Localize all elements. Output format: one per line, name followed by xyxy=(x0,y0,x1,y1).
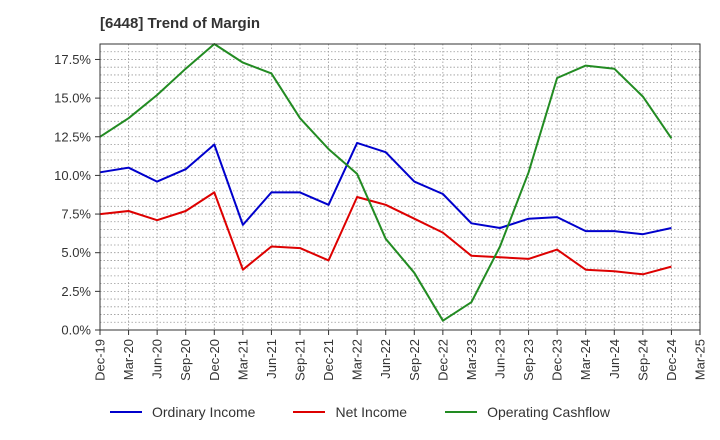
x-tick-label: Jun-24 xyxy=(607,339,622,379)
legend-swatch-net-income xyxy=(293,411,326,413)
x-tick-label: Sep-21 xyxy=(293,339,308,381)
legend-item-operating-cashflow: Operating Cashflow xyxy=(445,404,610,420)
y-tick-label: 10.0% xyxy=(54,168,91,183)
series-line-net-income xyxy=(99,191,672,276)
legend-swatch-operating-cashflow xyxy=(445,411,478,413)
y-tick-label: 17.5% xyxy=(54,52,91,67)
y-tick-label: 7.5% xyxy=(61,207,91,222)
legend-label-ordinary-income: Ordinary Income xyxy=(151,404,256,420)
legend-item-ordinary-income: Ordinary Income xyxy=(109,404,256,420)
legend: Ordinary Income Net Income Operating Cas… xyxy=(0,404,720,420)
y-tick-label: 15.0% xyxy=(54,91,91,106)
x-tick-label: Dec-19 xyxy=(93,339,108,381)
x-tick-label: Dec-22 xyxy=(435,339,450,381)
x-tick-label: Jun-20 xyxy=(150,339,165,379)
legend-swatch-ordinary-income xyxy=(109,411,142,413)
legend-item-net-income: Net Income xyxy=(293,404,407,420)
x-tick-label: Mar-24 xyxy=(578,339,593,380)
y-tick-label: 12.5% xyxy=(54,129,91,144)
series-line-operating-cashflow xyxy=(99,43,673,322)
x-tick-label: Dec-21 xyxy=(321,339,336,381)
x-tick-label: Dec-24 xyxy=(664,339,679,381)
x-tick-label: Dec-23 xyxy=(550,339,565,381)
x-tick-label: Sep-23 xyxy=(521,339,536,381)
series-line-ordinary-income xyxy=(99,141,672,236)
y-tick-label: 2.5% xyxy=(61,284,91,299)
x-tick-label: Sep-22 xyxy=(407,339,422,381)
x-tick-label: Jun-23 xyxy=(493,339,508,379)
x-tick-label: Jun-21 xyxy=(264,339,279,379)
x-tick-label: Mar-25 xyxy=(693,339,708,380)
chart-title: [6448] Trend of Margin xyxy=(100,15,261,32)
x-tick-label: Mar-23 xyxy=(464,339,479,380)
x-tick-label: Jun-22 xyxy=(378,339,393,379)
x-tick-label: Mar-22 xyxy=(350,339,365,380)
legend-label-net-income: Net Income xyxy=(335,404,408,420)
x-tick-label: Mar-21 xyxy=(235,339,250,380)
plot-background xyxy=(100,44,700,330)
x-tick-label: Sep-24 xyxy=(635,339,650,381)
y-tick-label: 0.0% xyxy=(61,323,91,338)
legend-label-operating-cashflow: Operating Cashflow xyxy=(487,404,611,420)
y-tick-label: 5.0% xyxy=(61,245,91,260)
x-tick-label: Dec-20 xyxy=(207,339,222,381)
x-tick-label: Mar-20 xyxy=(121,339,136,380)
x-tick-label: Sep-20 xyxy=(178,339,193,381)
plot-border xyxy=(99,43,701,331)
